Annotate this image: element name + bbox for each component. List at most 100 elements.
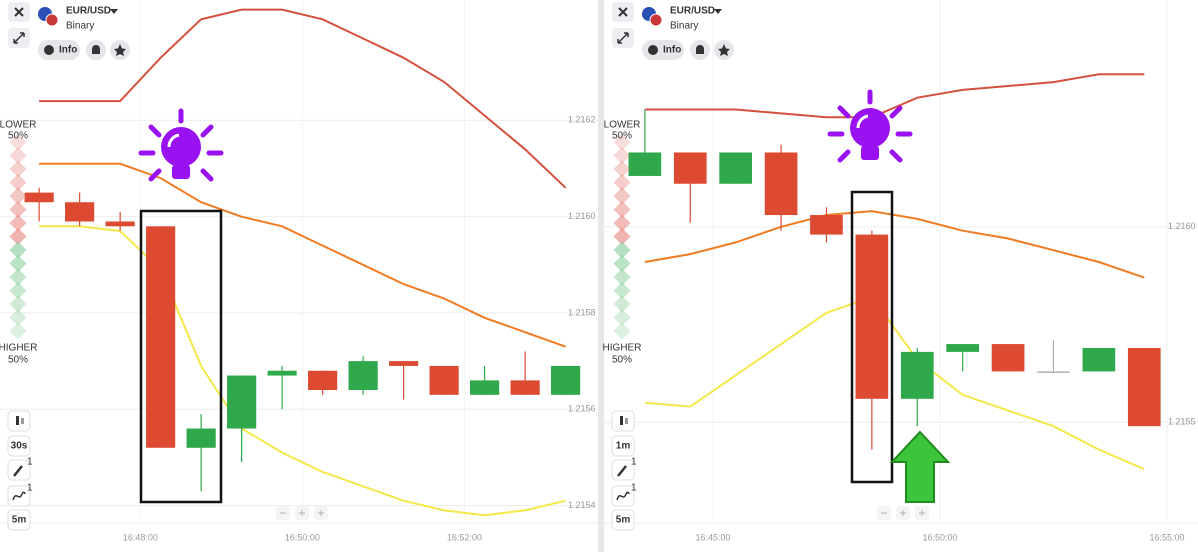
probability-diamond bbox=[613, 241, 631, 259]
candle-body bbox=[510, 380, 540, 395]
higher-label: HIGHER bbox=[603, 343, 642, 354]
higher-percent: 50% bbox=[612, 355, 632, 366]
chart-panel: 1.2162 1.2160 1.2158 1.2156 1.2154 16:48:00 16… bbox=[0, 0, 598, 542]
candle-body bbox=[389, 361, 419, 366]
highlight-box bbox=[850, 190, 894, 484]
bulb-ray bbox=[148, 168, 162, 182]
probability-diamond bbox=[613, 174, 631, 191]
indicator-button[interactable] bbox=[611, 485, 635, 507]
y-tick-label: 1.2160 bbox=[1168, 221, 1196, 231]
candle-body bbox=[946, 344, 980, 352]
probability-diamond bbox=[613, 309, 631, 326]
timeframe-button[interactable] bbox=[611, 435, 635, 457]
bulb-ray bbox=[200, 124, 214, 138]
candle-body bbox=[227, 375, 257, 429]
interval-button[interactable] bbox=[7, 509, 31, 531]
asset-name[interactable]: EUR/USD bbox=[670, 6, 715, 17]
indicator-line bbox=[39, 225, 566, 517]
indicator-button[interactable] bbox=[7, 485, 31, 507]
bulb-ray bbox=[889, 149, 903, 163]
star-icon bbox=[114, 44, 126, 56]
bulb-base bbox=[172, 165, 190, 179]
info-button[interactable] bbox=[38, 40, 80, 60]
timeframe-button[interactable] bbox=[7, 435, 31, 457]
lower-label: LOWER bbox=[0, 120, 36, 131]
candle-body bbox=[719, 152, 753, 184]
candle-icon bbox=[625, 418, 628, 424]
probability-diamond bbox=[613, 214, 631, 232]
up-arrow bbox=[889, 430, 951, 503]
bulb-ray bbox=[837, 105, 851, 119]
pencil-icon bbox=[13, 465, 23, 477]
indicator-line bbox=[644, 210, 1145, 279]
flag-us bbox=[649, 13, 663, 27]
info-icon bbox=[648, 45, 658, 55]
panel-divider bbox=[598, 0, 604, 552]
probability-diamond bbox=[613, 295, 631, 313]
drawing-badge: 1 bbox=[631, 457, 637, 468]
x-tick-label: 16:52:00 bbox=[447, 532, 482, 542]
expand-icon bbox=[617, 32, 629, 44]
wave-icon bbox=[12, 491, 26, 501]
info-icon bbox=[44, 45, 54, 55]
interval-label: 5m bbox=[12, 515, 27, 526]
bulb-shine bbox=[167, 133, 180, 148]
zoom-icon bbox=[318, 510, 324, 516]
probability-diamond bbox=[613, 187, 631, 205]
lower-percent: 50% bbox=[8, 131, 28, 142]
x-tick-label: 16:45:00 bbox=[695, 532, 730, 542]
candle-body bbox=[764, 152, 798, 216]
probability-diamond bbox=[613, 133, 631, 151]
bulb-ray bbox=[200, 168, 214, 182]
close-icon bbox=[618, 7, 628, 17]
interval-button[interactable] bbox=[611, 509, 635, 531]
interval-label: 5m bbox=[616, 515, 631, 526]
candle-body bbox=[551, 365, 581, 395]
timeframe-label: 30s bbox=[11, 441, 28, 452]
candle-icon bbox=[620, 416, 623, 425]
expand-icon bbox=[13, 32, 25, 44]
candle-body bbox=[65, 202, 95, 222]
candle-body bbox=[105, 221, 135, 227]
indicator-line bbox=[644, 73, 1145, 119]
bell-icon bbox=[696, 45, 704, 54]
y-tick-label: 1.2162 bbox=[568, 115, 596, 125]
candle-body bbox=[991, 344, 1025, 372]
indicator-badge: 1 bbox=[631, 483, 637, 494]
candle-body bbox=[267, 370, 297, 376]
x-tick-label: 16:50:00 bbox=[285, 532, 320, 542]
probability-diamond bbox=[613, 147, 631, 164]
indicator-badge: 1 bbox=[27, 483, 33, 494]
probability-diamond bbox=[613, 282, 631, 299]
bulb-shine bbox=[856, 114, 869, 129]
candle-body bbox=[673, 152, 707, 184]
asset-name[interactable]: EUR/USD bbox=[66, 6, 111, 17]
asset-dropdown bbox=[110, 9, 118, 14]
probability-diamond bbox=[613, 322, 631, 340]
bulb-glass bbox=[161, 127, 201, 167]
asset-mode: Binary bbox=[66, 21, 94, 32]
asset-mode: Binary bbox=[670, 21, 698, 32]
candle-body bbox=[810, 215, 843, 235]
candle-body bbox=[308, 370, 338, 390]
candle-body bbox=[470, 380, 500, 395]
bell-icon bbox=[92, 45, 100, 54]
indicator-line bbox=[39, 8, 567, 189]
probability-diamond bbox=[613, 160, 631, 178]
probability-diamond bbox=[613, 268, 631, 286]
timeframe-label: 1m bbox=[616, 441, 631, 452]
y-tick-label: 1.2158 bbox=[568, 307, 596, 317]
y-tick-label: 1.2160 bbox=[568, 211, 596, 221]
close-icon bbox=[14, 7, 24, 17]
candle-body bbox=[146, 226, 176, 448]
wave-icon bbox=[616, 491, 630, 501]
lower-percent: 50% bbox=[612, 131, 632, 142]
higher-label: HIGHER bbox=[0, 343, 37, 354]
info-button[interactable] bbox=[642, 40, 684, 60]
x-tick-label: 16:48:00 bbox=[123, 532, 158, 542]
candle-body bbox=[628, 152, 662, 176]
candle-icon bbox=[21, 418, 24, 424]
indicator-line bbox=[39, 162, 566, 348]
